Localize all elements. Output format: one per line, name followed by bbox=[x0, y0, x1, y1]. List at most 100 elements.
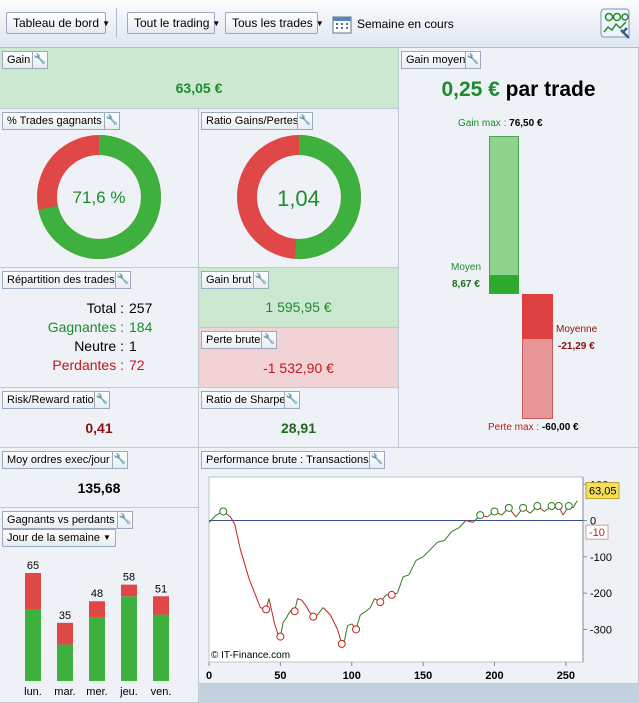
series-marker bbox=[309, 612, 318, 621]
x-tick-label: 200 bbox=[485, 670, 503, 682]
series-marker bbox=[262, 605, 271, 614]
gain-title: Gain bbox=[2, 51, 36, 69]
series-segment bbox=[365, 607, 371, 612]
dashboard-dropdown[interactable]: Tableau de bord ▼ bbox=[6, 12, 110, 34]
wrench-icon[interactable]: 🔧 bbox=[117, 511, 133, 529]
moy-ordres-value: 135,68 bbox=[77, 480, 121, 496]
period-label[interactable]: Semaine en cours bbox=[357, 17, 454, 31]
toolbar: Tableau de bord ▼ Tout le trading ▼ Tous l… bbox=[0, 0, 639, 48]
bar-total-label: 48 bbox=[91, 588, 103, 600]
series-marker bbox=[554, 502, 563, 511]
series-segment bbox=[329, 614, 338, 630]
gain-brut-value: 1 595,95 € bbox=[265, 299, 332, 315]
risk-reward-title: Risk/Reward ratio bbox=[2, 391, 99, 409]
bar-total-label: 58 bbox=[123, 572, 135, 584]
wrench-icon[interactable]: 🔧 bbox=[112, 451, 128, 469]
performance-chart: 1000-100-200-30005010015020025063,05-10©… bbox=[206, 476, 620, 682]
series-segment bbox=[301, 600, 307, 607]
bar-winners bbox=[153, 614, 169, 681]
series-segment bbox=[244, 563, 250, 579]
bar-winners bbox=[89, 617, 105, 681]
sharpe-value: 28,91 bbox=[280, 420, 317, 436]
y-tick-label: -200 bbox=[590, 588, 612, 600]
gain-moyen-value: 0,25 € bbox=[441, 78, 500, 101]
trades-dropdown[interactable]: Tous les trades ▼ bbox=[225, 12, 324, 34]
series-segment bbox=[234, 524, 241, 550]
bar-losers bbox=[89, 601, 105, 618]
x-tick-label: 50 bbox=[274, 670, 286, 682]
perte-brute-value: -1 532,90 € bbox=[263, 360, 334, 376]
series-segment bbox=[282, 618, 287, 623]
series-segment bbox=[396, 576, 404, 594]
ratio-gains-pertes-title: Ratio Gains/Pertes bbox=[201, 112, 304, 130]
wrench-icon[interactable]: 🔧 bbox=[94, 391, 110, 409]
series-marker bbox=[387, 590, 396, 599]
gain-moyen-title: Gain moyen bbox=[401, 51, 471, 69]
trading-dropdown[interactable]: Tout le trading ▼ bbox=[127, 12, 220, 34]
bar-total-label: 51 bbox=[155, 583, 167, 595]
neutre-value: 1 bbox=[129, 338, 137, 354]
series-marker bbox=[476, 511, 485, 520]
wrench-icon[interactable]: 🔧 bbox=[104, 112, 120, 130]
x-tick-label: 150 bbox=[414, 670, 432, 682]
series-marker bbox=[276, 632, 285, 641]
perte-brute-panel: Perte brute 🔧 -1 532,90 € bbox=[199, 328, 399, 388]
series-segment bbox=[429, 541, 438, 550]
gagnants-vs-perdants-chart: 65 lun. 35 mar. 48 mer. 58 jeu. 51 ven. bbox=[24, 560, 171, 698]
series-segment bbox=[305, 605, 310, 612]
trading-dropdown-label: Tout le trading bbox=[134, 16, 210, 30]
moy-ordres-panel: Moy ordres exec/jour 🔧 135,68 bbox=[0, 448, 199, 508]
series-segment bbox=[274, 623, 278, 634]
gain-panel: Gain 🔧 63,05 € bbox=[0, 48, 399, 109]
wrench-icon[interactable]: 🔧 bbox=[115, 271, 131, 289]
wrench-icon[interactable]: 🔧 bbox=[32, 51, 48, 69]
y-tick-label: 0 bbox=[590, 516, 596, 528]
calendar-icon[interactable] bbox=[332, 14, 352, 34]
series-segment bbox=[271, 611, 276, 625]
series-segment bbox=[254, 592, 261, 608]
wrench-icon[interactable]: 🔧 bbox=[284, 391, 300, 409]
series-segment bbox=[360, 610, 367, 616]
performance-title: Performance brute : Transactions bbox=[201, 451, 374, 469]
x-tick-label: 0 bbox=[206, 670, 212, 682]
series-marker bbox=[490, 507, 499, 516]
perte-max-label: Perte max : bbox=[488, 422, 540, 433]
wrench-icon[interactable]: 🔧 bbox=[297, 112, 313, 130]
wrench-icon[interactable]: 🔧 bbox=[465, 51, 481, 69]
series-segment bbox=[451, 527, 460, 532]
bar-winners bbox=[25, 609, 41, 681]
wrench-icon[interactable]: 🔧 bbox=[261, 331, 277, 349]
gain-value: 63,05 € bbox=[175, 80, 223, 96]
total-value: 257 bbox=[129, 300, 153, 316]
series-marker bbox=[337, 639, 346, 648]
trades-gagnants-panel: % Trades gagnants 🔧 71,6 % bbox=[0, 109, 199, 268]
y-tick-label: -300 bbox=[590, 624, 612, 636]
bar-total-label: 35 bbox=[59, 610, 71, 622]
repartition-title: Répartition des trades bbox=[2, 271, 120, 289]
series-marker bbox=[564, 502, 573, 511]
series-segment bbox=[437, 539, 445, 543]
bar-category-label: jeu. bbox=[119, 686, 138, 698]
wrench-icon[interactable]: 🔧 bbox=[369, 451, 385, 469]
series-segment bbox=[415, 556, 424, 561]
trades-gagnants-donut bbox=[37, 135, 161, 259]
wrench-icon[interactable]: 🔧 bbox=[253, 271, 269, 289]
toolbar-separator bbox=[116, 8, 117, 38]
gain-brut-title: Gain brut bbox=[201, 271, 257, 289]
ratio-gains-pertes-value: 1,04 bbox=[277, 186, 320, 211]
loss-avg-bar bbox=[522, 294, 553, 339]
last-value-badge bbox=[585, 482, 620, 500]
small-value-label: -10 bbox=[589, 527, 605, 539]
settings-tool-icon[interactable] bbox=[600, 8, 632, 40]
chevron-down-icon: ▼ bbox=[315, 19, 324, 28]
trades-gagnants-value: 71,6 % bbox=[72, 188, 126, 207]
small-value-badge bbox=[585, 524, 609, 540]
period-group-select[interactable]: Jour de la semaine ▼ bbox=[2, 529, 116, 547]
risk-reward-panel: Risk/Reward ratio 🔧 0,41 bbox=[0, 388, 199, 448]
gain-moyen-suffix: par trade bbox=[505, 78, 596, 101]
series-marker bbox=[290, 607, 299, 616]
gagnantes-label: Gagnantes : bbox=[47, 319, 124, 335]
gagnants-vs-perdants-title: Gagnants vs perdants bbox=[2, 511, 120, 529]
chevron-down-icon: ▼ bbox=[102, 533, 111, 542]
bar-losers bbox=[153, 596, 169, 615]
